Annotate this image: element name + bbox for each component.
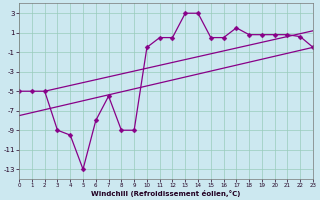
X-axis label: Windchill (Refroidissement éolien,°C): Windchill (Refroidissement éolien,°C) bbox=[92, 190, 241, 197]
